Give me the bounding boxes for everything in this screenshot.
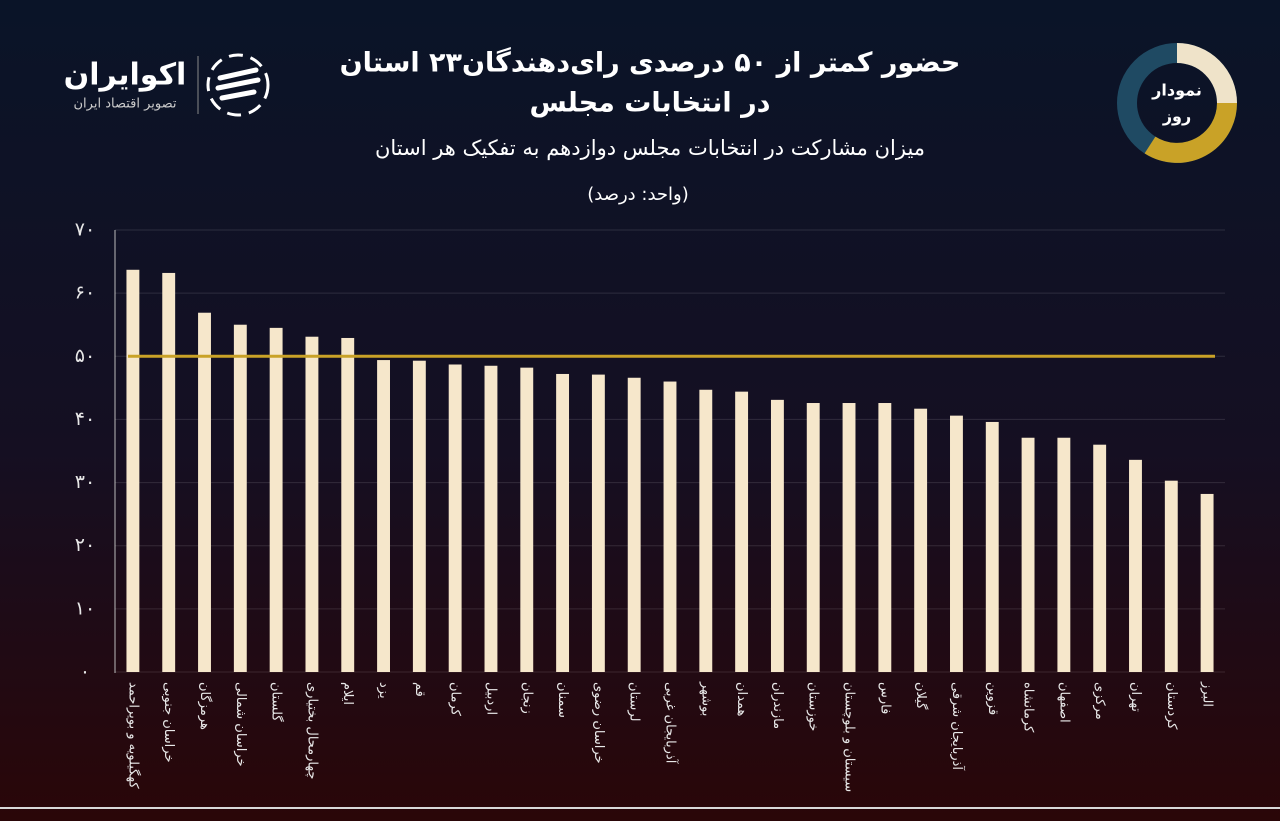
y-tick-label: ۰ — [80, 661, 90, 683]
bar — [377, 360, 390, 672]
bar — [806, 403, 820, 672]
bar — [1057, 437, 1071, 672]
bar — [627, 377, 641, 672]
bar — [556, 373, 570, 672]
x-tick-label: قزوین — [985, 682, 1000, 715]
bar — [412, 360, 426, 672]
badge-text: روز — [1162, 107, 1191, 126]
bar — [198, 312, 211, 672]
bar — [448, 364, 462, 672]
x-tick-label: مرکزی — [1092, 682, 1107, 720]
x-tick-label: سمنان — [555, 682, 570, 718]
y-tick-label: ۴۰ — [75, 408, 95, 430]
brand-tagline: تصویر اقتصاد ایران — [74, 97, 177, 112]
x-tick-label: تهران — [1128, 682, 1143, 712]
x-tick-label: مازندران — [770, 682, 785, 729]
brand-name: اکوایران — [64, 58, 187, 93]
unit-label: (واحد: درصد) — [587, 184, 689, 205]
y-tick-label: ۲۰ — [75, 534, 95, 556]
x-tick-label: هرمزگان — [197, 682, 213, 730]
x-tick-label: چهارمحال بختیاری — [304, 682, 319, 779]
x-tick-label: اردبیل — [483, 682, 498, 715]
y-tick-label: ۳۰ — [75, 471, 95, 493]
bar — [735, 391, 749, 672]
badge-text: نمودار — [1151, 81, 1202, 100]
chart-subtitle: میزان مشارکت در انتخابات مجلس دوازدهم به… — [375, 136, 925, 161]
x-tick-label: البرز — [1200, 681, 1215, 707]
bar — [950, 415, 963, 672]
x-tick-label: بوشهر — [698, 681, 713, 716]
x-tick-label: ایلام — [340, 682, 355, 705]
y-tick-label: ۱۰ — [75, 597, 95, 619]
bar — [484, 365, 498, 672]
x-tick-label: کردستان — [1164, 682, 1179, 730]
y-tick-label: ۶۰ — [75, 282, 95, 304]
x-tick-label: یزد — [376, 682, 391, 699]
bar — [699, 389, 713, 672]
x-tick-label: لرستان — [627, 682, 642, 721]
bar — [269, 327, 283, 672]
bar — [914, 408, 928, 672]
bar — [985, 421, 999, 672]
bar — [341, 337, 355, 672]
x-tick-label: کرمان — [448, 682, 463, 717]
bar — [1129, 459, 1142, 672]
x-tick-label: گلستان — [269, 682, 285, 722]
bar — [305, 336, 319, 672]
x-tick-label: آذربایجان غربی — [663, 682, 680, 765]
logo — [197, 53, 270, 117]
x-tick-label: فارس — [877, 682, 892, 714]
x-tick-label: خوزستان — [806, 682, 821, 731]
x-tick-label: همدان — [734, 682, 749, 716]
bar — [520, 367, 534, 672]
bar — [842, 403, 856, 672]
x-tick-label: آذربایجان شرقی — [949, 682, 966, 771]
bar — [1164, 480, 1178, 672]
chart-title: حضور کمتر از ۵۰ درصدی رای‌دهندگان۲۳ استا… — [340, 47, 961, 79]
chart-title: در انتخابات مجلس — [530, 88, 771, 119]
x-tick-label: خراسان جنوبی — [161, 682, 176, 762]
bar — [591, 374, 605, 672]
bar — [233, 324, 247, 672]
x-tick-label: کرمانشاه — [1021, 682, 1036, 733]
bar — [770, 399, 784, 672]
badge — [1117, 43, 1237, 163]
bar — [126, 269, 140, 672]
x-tick-label: کهگیلویه و بویراحمد — [125, 682, 141, 789]
bar — [1021, 437, 1035, 672]
bar — [1093, 444, 1107, 672]
bar — [1200, 493, 1214, 672]
x-tick-label: قم — [412, 682, 427, 697]
y-tick-label: ۷۰ — [75, 219, 95, 241]
bar — [162, 272, 176, 672]
y-tick-label: ۵۰ — [75, 345, 95, 367]
x-tick-label: گیلان — [913, 682, 929, 710]
x-tick-label: زنجان — [519, 682, 534, 714]
bar — [878, 403, 892, 672]
x-tick-label: سیستان و بلوچستان — [842, 682, 857, 792]
x-tick-label: اصفهان — [1056, 682, 1071, 723]
x-tick-label: خراسان رضوی — [591, 682, 606, 764]
bar — [663, 381, 677, 672]
x-tick-label: خراسان شمالی — [233, 682, 248, 767]
